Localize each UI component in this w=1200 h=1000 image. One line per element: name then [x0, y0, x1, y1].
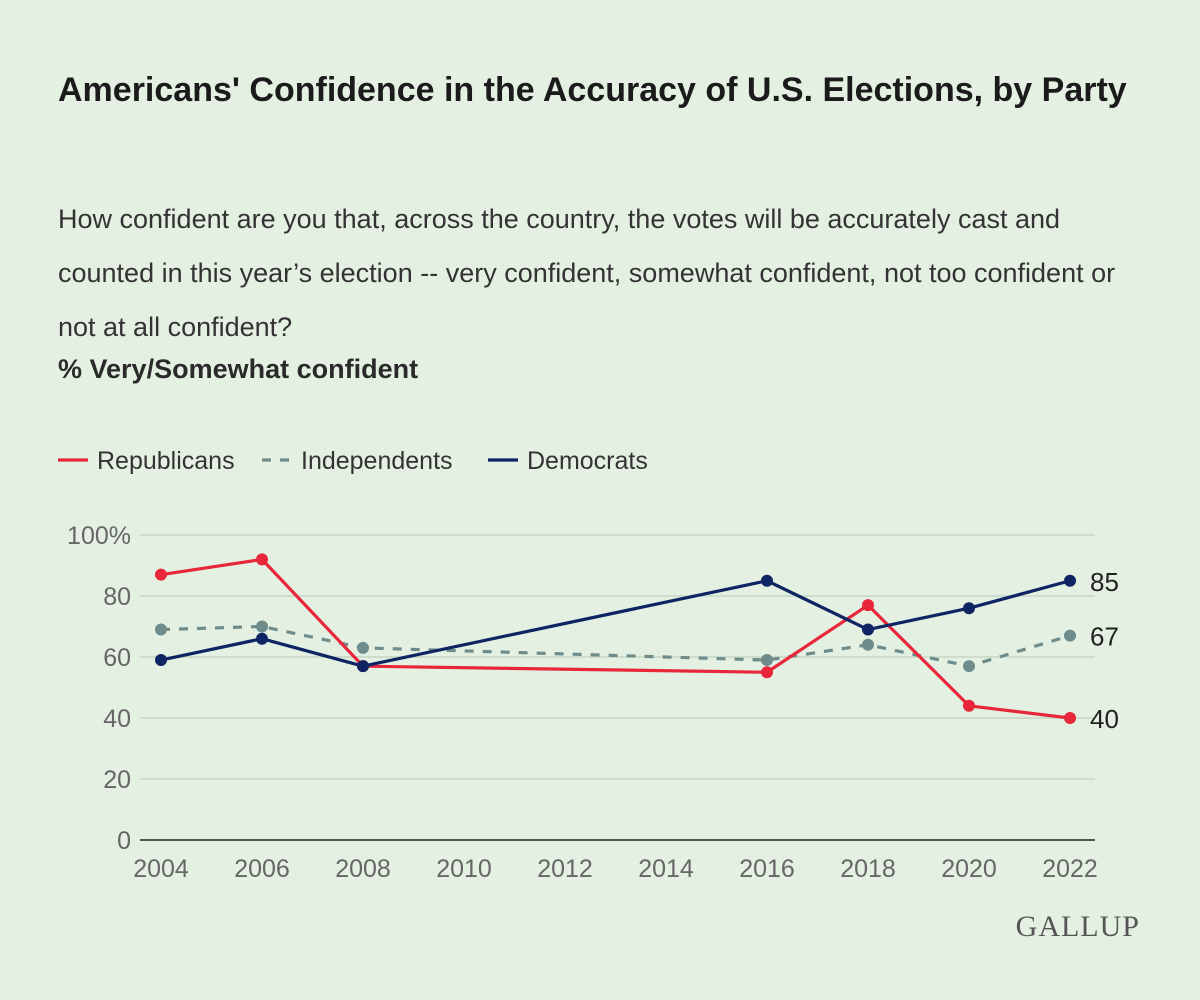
- y-tick-label: 100%: [67, 522, 131, 550]
- point-democrats-2020: [963, 602, 975, 615]
- end-label-republicans: 40: [1090, 704, 1119, 734]
- y-axis: 100% 80 60 40 20 0: [67, 522, 131, 855]
- x-tick-label: 2018: [840, 855, 896, 883]
- legend: Republicans Independents Democrats: [58, 447, 648, 475]
- point-independents-2020: [963, 660, 975, 673]
- point-democrats-2018: [862, 623, 874, 636]
- end-label-independents: 67: [1090, 622, 1119, 652]
- legend-item-republicans: Republicans: [58, 447, 235, 475]
- x-tick-label: 2022: [1042, 855, 1098, 883]
- y-tick-label: 0: [117, 827, 131, 855]
- point-democrats-2008: [357, 660, 369, 673]
- x-tick-label: 2014: [638, 855, 694, 883]
- y-tick-label: 40: [103, 705, 131, 733]
- point-republicans-2018: [862, 599, 874, 612]
- point-independents-2016: [761, 654, 773, 667]
- chart-title: Americans' Confidence in the Accuracy of…: [58, 71, 1127, 109]
- x-tick-label: 2020: [941, 855, 997, 883]
- x-tick-label: 2006: [234, 855, 290, 883]
- point-republicans-2004: [155, 568, 167, 581]
- series-group: [155, 553, 1076, 724]
- point-republicans-2020: [963, 699, 975, 712]
- chart-subtitle: How confident are you that, across the c…: [58, 204, 1116, 342]
- x-tick-label: 2010: [436, 855, 492, 883]
- legend-item-independents: Independents: [262, 447, 453, 475]
- x-axis: 2004 2006 2008 2010 2012 2014 2016 2018 2020 2022: [133, 855, 1098, 883]
- point-republicans-2016: [761, 666, 773, 679]
- series-democrats: [155, 574, 1076, 673]
- x-tick-label: 2016: [739, 855, 795, 883]
- y-tick-label: 60: [103, 644, 131, 672]
- point-democrats-2016: [761, 574, 773, 587]
- x-tick-label: 2012: [537, 855, 593, 883]
- end-labels: 40 67 85: [1090, 567, 1119, 734]
- legend-label: Independents: [301, 447, 453, 475]
- unit-label: % Very/Somewhat confident: [58, 354, 419, 384]
- point-democrats-2022: [1064, 574, 1076, 587]
- y-tick-label: 80: [103, 583, 131, 611]
- x-tick-label: 2004: [133, 855, 189, 883]
- point-republicans-2006: [256, 553, 268, 566]
- gallup-logo: GALLUP: [1015, 910, 1140, 943]
- point-democrats-2004: [155, 654, 167, 667]
- legend-label: Democrats: [527, 447, 648, 475]
- point-independents-2018: [862, 638, 874, 651]
- point-independents-2004: [155, 623, 167, 636]
- point-independents-2006: [256, 620, 268, 633]
- series-republicans: [155, 553, 1076, 724]
- end-label-democrats: 85: [1090, 567, 1119, 597]
- line-democrats: [160, 579, 1071, 668]
- series-independents: [155, 620, 1076, 673]
- point-independents-2022: [1064, 629, 1076, 642]
- line-republicans: [160, 557, 1071, 720]
- y-tick-label: 20: [103, 766, 131, 794]
- line-independents: [160, 624, 1071, 668]
- x-tick-label: 2008: [335, 855, 391, 883]
- point-republicans-2022: [1064, 712, 1076, 724]
- point-independents-2008: [357, 641, 369, 654]
- legend-item-democrats: Democrats: [488, 447, 648, 475]
- legend-label: Republicans: [97, 447, 235, 475]
- point-democrats-2006: [256, 632, 268, 645]
